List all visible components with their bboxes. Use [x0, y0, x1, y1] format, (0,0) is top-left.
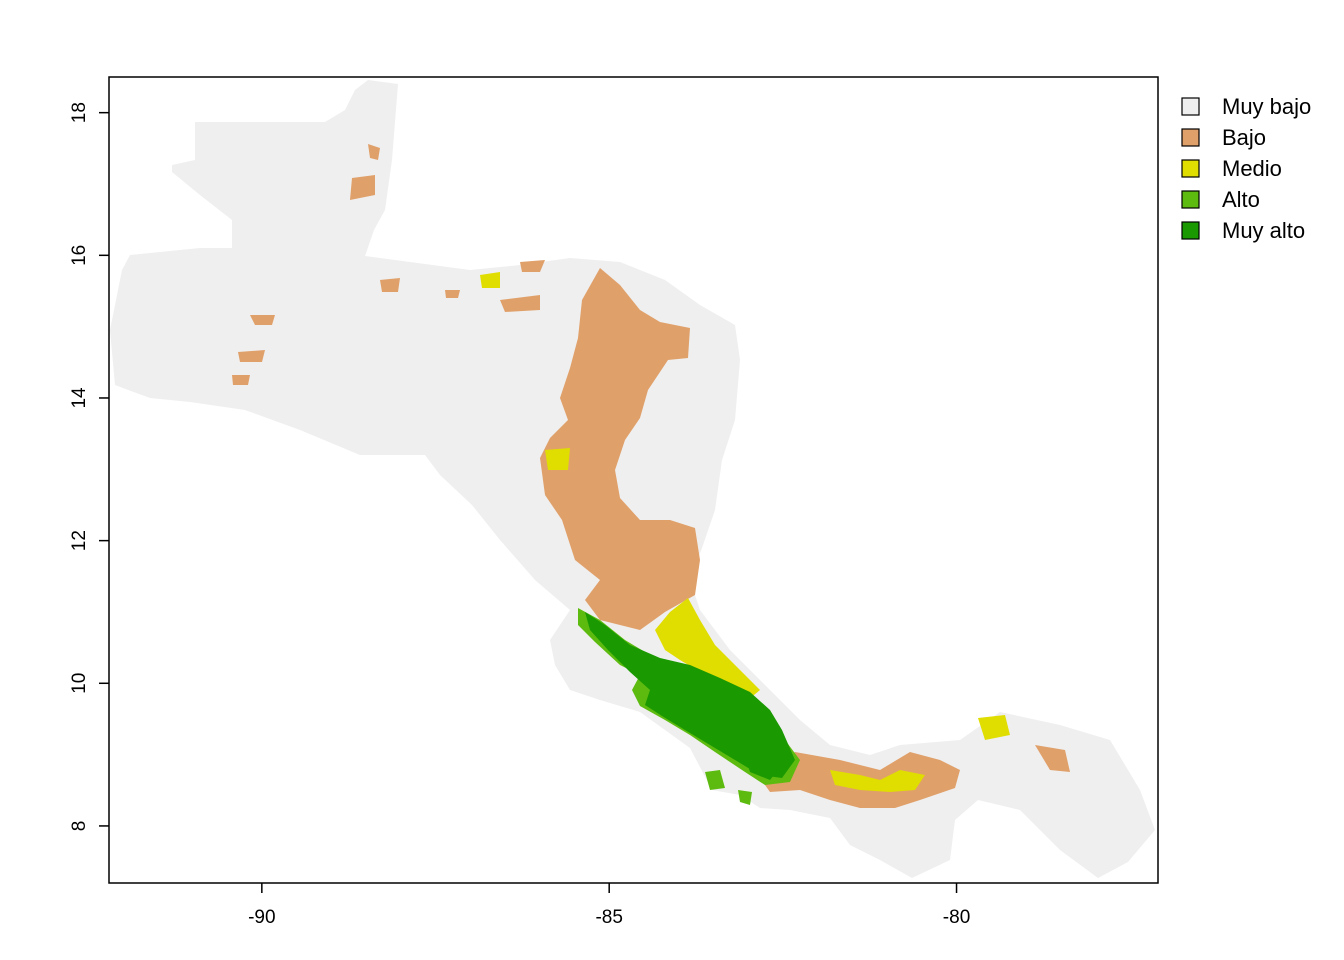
y-tick-label: 14 — [69, 387, 90, 409]
legend-label-bajo: Bajo — [1222, 125, 1266, 150]
plot-frame — [108, 76, 1159, 884]
legend-swatch-muy_bajo — [1181, 97, 1200, 116]
y-tick-label: 8 — [69, 821, 90, 832]
y-tick-label: 18 — [69, 102, 90, 123]
x-axis: -90 -85 -80 — [248, 883, 970, 928]
legend-swatch-alto — [1181, 190, 1200, 209]
legend-label-muy_alto: Muy alto — [1222, 218, 1305, 243]
y-tick-label: 16 — [69, 245, 90, 266]
legend-swatch-medio — [1181, 159, 1200, 178]
region-medio-caribbean — [655, 598, 760, 700]
legend-swatch-muy_alto — [1181, 221, 1200, 240]
x-tick-label: -80 — [943, 907, 970, 928]
y-axis: 8 10 12 14 16 18 — [69, 102, 109, 831]
region-muy-bajo-nicoya — [555, 640, 612, 700]
x-tick-label: -85 — [595, 907, 622, 928]
region-muy-bajo-landmass — [110, 80, 1155, 878]
legend: Muy bajo Bajo Medio Alto Muy alto — [1181, 94, 1311, 243]
y-tick-label: 10 — [69, 673, 90, 694]
region-bajo-interior — [540, 268, 700, 630]
legend-label-medio: Medio — [1222, 156, 1282, 181]
region-bajo-patches — [232, 260, 545, 385]
region-muy-alto-talamanca — [740, 742, 778, 780]
legend-label-muy_bajo: Muy bajo — [1222, 94, 1311, 119]
region-muy-alto-cordillera — [585, 612, 795, 778]
region-bajo-guatemala-north — [350, 144, 380, 200]
region-alto-osa — [705, 770, 752, 805]
y-tick-label: 12 — [69, 530, 90, 551]
legend-swatch-bajo — [1181, 128, 1200, 147]
map-raster — [110, 80, 1155, 878]
legend-label-alto: Alto — [1222, 187, 1260, 212]
x-tick-label: -90 — [248, 907, 275, 928]
